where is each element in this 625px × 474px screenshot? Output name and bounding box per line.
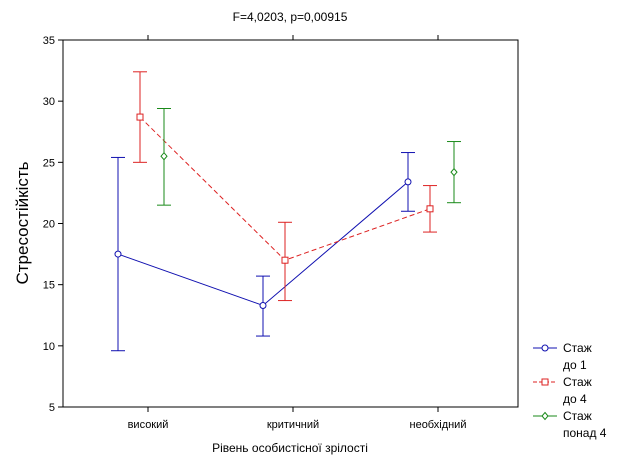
- y-tick-label-2: 15: [43, 280, 55, 292]
- legend-label-1-0: Стаж: [563, 375, 592, 389]
- legend-label-2-0: Стаж: [563, 409, 592, 423]
- series-0-point-1: [259, 301, 267, 309]
- legend-marker-2: [541, 411, 549, 421]
- series-0-point-2: [404, 178, 412, 186]
- series-layer: [111, 71, 461, 352]
- legend-label-2-1: понад 4: [563, 426, 607, 440]
- x-tick-label-2: необхідний: [410, 419, 467, 431]
- y-tick-label-3: 20: [43, 219, 55, 231]
- series-1-point-0: [136, 113, 144, 121]
- y-tick-label-1: 10: [43, 341, 55, 353]
- x-axis-label: Рівень особистісної зрілості: [212, 441, 368, 455]
- legend-marker-0: [541, 344, 549, 352]
- legend: Стаж до 1 Стаж до 4 Стаж понад 4: [533, 341, 607, 440]
- series-1: [133, 71, 437, 302]
- series-0: [111, 152, 415, 352]
- x-tick-label-1: критичний: [267, 419, 319, 431]
- legend-label-0-0: Стаж: [563, 341, 592, 355]
- series-1-point-1: [281, 256, 289, 264]
- legend-marker-1: [541, 378, 549, 386]
- plot-frame: [62, 39, 519, 408]
- chart-title: F=4,0203, p=0,00915: [233, 10, 348, 24]
- y-tick-label-4: 25: [43, 157, 55, 169]
- series-2-point-0: [160, 151, 168, 161]
- series-0-point-0: [114, 250, 122, 258]
- x-axis: високий критичний необхідний: [128, 35, 467, 431]
- y-tick-label-0: 5: [49, 402, 55, 414]
- legend-label-0-1: до 1: [563, 358, 587, 372]
- y-tick-label-6: 35: [43, 35, 55, 47]
- y-axis: 5 10 15 20 25 30 35: [43, 35, 63, 414]
- x-tick-label-0: високий: [128, 419, 169, 431]
- y-axis-label: Стресостійкість: [13, 161, 32, 284]
- series-1-point-2: [426, 205, 434, 213]
- legend-label-1-1: до 4: [563, 392, 587, 406]
- series-2-point-2: [450, 167, 458, 177]
- y-tick-label-5: 30: [43, 96, 55, 108]
- series-2: [157, 108, 461, 206]
